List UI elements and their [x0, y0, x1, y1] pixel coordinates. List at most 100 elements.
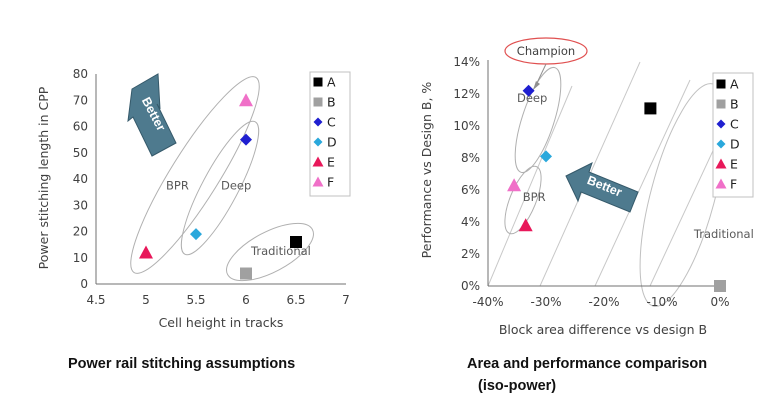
left-point-d	[190, 228, 202, 241]
left-legend-label-c: C	[327, 115, 336, 130]
left-x-tick-label: 5	[142, 293, 150, 307]
left-legend-marker-b	[313, 97, 323, 107]
left-point-c	[240, 133, 252, 146]
left-x-tick-label: 6	[242, 293, 250, 307]
iso-line-1	[488, 85, 573, 287]
left-y-tick-label: 10	[73, 251, 88, 265]
left-legend-label-f: F	[327, 175, 334, 190]
left-y-tick-label: 40	[73, 172, 88, 186]
right-x-ticks: -40% -30% -20% -10% 0%	[472, 295, 729, 309]
right-point-e	[518, 218, 533, 232]
right-point-f	[507, 178, 522, 192]
right-y-ticks: 0% 2% 4% 6% 8% 10% 12% 14%	[453, 55, 480, 293]
right-legend-label-a: A	[730, 77, 739, 92]
right-annotation-traditional: Traditional	[693, 227, 754, 241]
right-x-tick-label: -30%	[530, 295, 561, 309]
left-legend-label-d: D	[327, 135, 337, 150]
left-y-tick-label: 70	[73, 93, 88, 107]
left-x-tick-label: 4.5	[86, 293, 105, 307]
right-legend-marker-f	[715, 178, 727, 189]
right-caption-line1: Area and performance comparison	[467, 356, 707, 372]
right-annotations: Deep BPR Traditional	[517, 91, 754, 241]
right-y-tick-label: 2%	[461, 247, 480, 261]
right-legend-marker-c	[716, 119, 726, 129]
left-x-axis-label: Cell height in tracks	[159, 315, 284, 330]
right-points	[507, 84, 726, 292]
champion-callout-arrowhead	[533, 81, 540, 90]
right-x-tick-label: -10%	[646, 295, 677, 309]
left-x-tick-label: 5.5	[186, 293, 205, 307]
left-legend-label-e: E	[327, 155, 335, 170]
ellipse-deep-right	[514, 66, 562, 174]
right-annotation-bpr: BPR	[523, 190, 546, 204]
left-y-axis-label: Power stitching length in CPP	[36, 86, 51, 269]
left-y-tick-label: 30	[73, 198, 88, 212]
right-y-tick-label: 8%	[461, 151, 480, 165]
right-point-b	[714, 280, 726, 292]
left-y-ticks: 0 10 20 30 40 50 60 70 80	[73, 67, 88, 291]
ellipse-bpr	[130, 76, 260, 274]
left-point-a	[290, 236, 302, 248]
left-y-tick-label: 20	[73, 225, 88, 239]
right-legend-marker-b	[716, 99, 726, 109]
right-x-axis-label: Block area difference vs design B	[499, 322, 707, 337]
left-points	[139, 93, 302, 280]
right-legend-box	[712, 72, 754, 198]
left-point-b	[240, 267, 252, 280]
right-y-tick-label: 14%	[453, 55, 480, 69]
left-legend-marker-d	[313, 137, 323, 147]
right-y-tick-label: 4%	[461, 215, 480, 229]
right-legend-label-d: D	[730, 137, 740, 152]
right-y-tick-label: 12%	[453, 87, 480, 101]
left-chart: Better 0 10 20 30 40 50 60 70 80 4.5 5 5.5 6 6.5 7 Ce…	[36, 67, 351, 372]
right-x-tick-label: 0%	[710, 295, 729, 309]
right-legend-label-b: B	[730, 97, 739, 112]
right-point-a	[644, 102, 657, 115]
right-legend-marker-d	[716, 139, 726, 149]
left-x-ticks: 4.5 5 5.5 6 6.5 7	[86, 293, 349, 307]
left-x-tick-label: 7	[342, 293, 350, 307]
left-legend-marker-a	[313, 77, 323, 87]
iso-line-3	[594, 79, 691, 287]
champion-callout-label: Champion	[517, 44, 575, 58]
right-y-axis-label: Performance vs Design B, %	[419, 82, 434, 259]
right-y-tick-label: 10%	[453, 119, 480, 133]
right-y-tick-label: 6%	[461, 183, 480, 197]
right-point-c	[522, 84, 535, 97]
right-legend-label-e: E	[730, 157, 738, 172]
champion-callout-pointer	[535, 63, 547, 86]
left-caption: Power rail stitching assumptions	[68, 356, 295, 372]
left-annotation-deep: Deep	[221, 179, 251, 193]
left-legend-marker-c	[313, 117, 323, 127]
left-legend-label-a: A	[327, 75, 336, 90]
left-annotation-bpr: BPR	[166, 179, 189, 193]
better-arrow-left: Better	[127, 73, 177, 157]
ellipse-bpr-right	[504, 165, 542, 235]
left-y-tick-label: 50	[73, 146, 88, 160]
left-point-f	[239, 93, 253, 107]
right-caption-line2: (iso-power)	[478, 378, 556, 394]
left-x-tick-label: 6.5	[286, 293, 305, 307]
left-point-e	[139, 245, 153, 259]
left-y-tick-label: 0	[80, 277, 88, 291]
ellipse-traditional	[226, 222, 314, 282]
right-legend-marker-a	[716, 79, 726, 89]
left-legend-marker-e	[312, 156, 324, 167]
right-legend-marker-e	[715, 158, 727, 169]
ellipse-deep	[180, 120, 260, 256]
right-annotation-deep: Deep	[517, 91, 547, 105]
right-y-tick-label: 0%	[461, 279, 480, 293]
left-legend-label-b: B	[327, 95, 336, 110]
left-y-tick-label: 80	[73, 67, 88, 81]
right-x-tick-label: -20%	[588, 295, 619, 309]
left-legend-box	[309, 71, 351, 197]
right-legend-label-c: C	[730, 117, 739, 132]
left-y-tick-label: 60	[73, 120, 88, 134]
right-point-d	[540, 150, 552, 163]
right-x-tick-label: -40%	[472, 295, 503, 309]
left-legend-marker-f	[312, 176, 324, 187]
